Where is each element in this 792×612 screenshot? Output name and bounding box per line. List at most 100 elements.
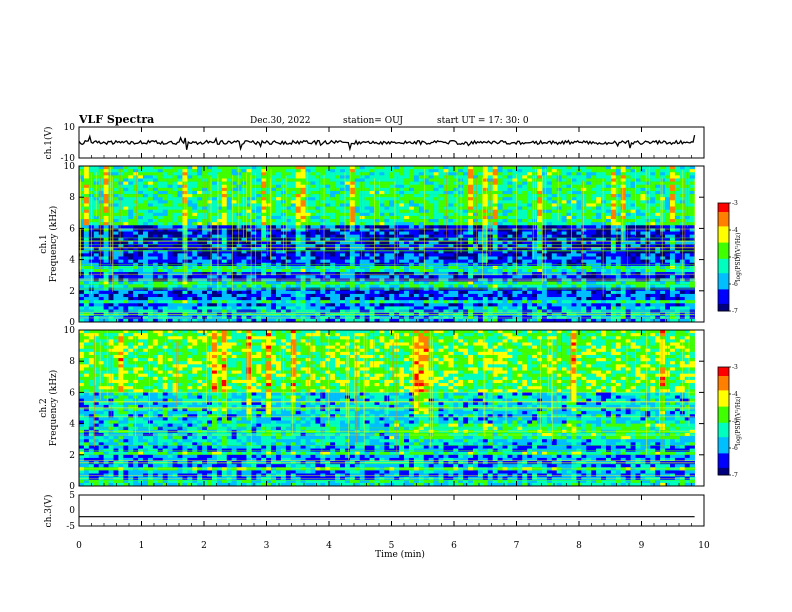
spectrogram-cell xyxy=(404,306,410,310)
spectrogram-cell xyxy=(428,275,434,279)
spectrogram-cell xyxy=(369,293,375,298)
spectrogram-cell xyxy=(512,203,518,207)
spectrogram-cell xyxy=(152,318,159,323)
spectrogram-cell xyxy=(349,253,356,257)
spectrogram-cell xyxy=(315,172,321,176)
spectrogram-cell xyxy=(443,194,449,198)
spectrogram-cell xyxy=(305,225,311,229)
spectrogram-cell xyxy=(512,297,518,301)
spectrogram-cell xyxy=(532,181,538,186)
spectrogram-cell xyxy=(266,253,272,257)
spectrogram-cell xyxy=(103,244,109,248)
spectrogram-cell xyxy=(340,234,346,239)
spectrogram-cell xyxy=(118,318,124,323)
spectrogram-cell xyxy=(187,247,193,251)
spectrogram-cell xyxy=(340,284,346,288)
spectrogram-cell xyxy=(231,300,237,304)
spectrogram-cell xyxy=(88,293,95,298)
spectrogram-cell xyxy=(546,184,553,189)
spectrogram-cell xyxy=(463,244,469,248)
spectrogram-cell xyxy=(394,268,400,273)
spectrogram-cell xyxy=(93,234,99,239)
spectrogram-cell xyxy=(157,272,164,276)
spectrogram-cell xyxy=(492,297,498,301)
spectrogram-cell xyxy=(320,228,326,232)
spectrogram-cell xyxy=(113,244,119,248)
spectrogram-cell xyxy=(300,297,306,301)
spectrogram-cell xyxy=(335,237,341,242)
spectrogram-cell xyxy=(522,237,528,242)
spectrogram-cell xyxy=(123,200,129,204)
spectrogram-cell xyxy=(197,244,203,248)
spectrogram-cell xyxy=(133,175,139,179)
spectrogram-cell xyxy=(310,293,316,298)
spectrogram-cell xyxy=(295,244,301,248)
spectrogram-cell xyxy=(192,200,198,204)
spectrogram-cell xyxy=(349,318,356,323)
spectrogram-cell xyxy=(551,268,558,273)
spectrogram-cell xyxy=(197,206,203,210)
spectrogram-cell xyxy=(221,169,228,173)
spectrogram-cell xyxy=(325,166,331,170)
spectrogram-cell xyxy=(123,240,129,245)
spectrogram-cell xyxy=(246,222,252,226)
spectrogram-cell xyxy=(236,169,242,173)
spectrogram-cell xyxy=(418,247,425,251)
spectrogram-cell xyxy=(556,272,562,276)
spectrogram-cell xyxy=(172,184,178,189)
spectrogram-cell xyxy=(310,244,316,248)
spectrogram-cell xyxy=(404,175,410,179)
spectrogram-cell xyxy=(271,219,277,223)
spectrogram-cell xyxy=(207,250,213,254)
spectrogram-cell xyxy=(433,228,439,232)
spectrogram-cell xyxy=(266,234,272,239)
spectrogram-cell xyxy=(335,268,341,273)
spectrogram-cell xyxy=(354,231,361,235)
spectrogram-cell xyxy=(211,209,218,214)
spectrogram-cell xyxy=(177,231,183,235)
spectrogram-cell xyxy=(315,228,321,232)
spectrogram-cell xyxy=(428,187,434,192)
spectrogram-cell xyxy=(512,234,518,239)
spectrogram-cell xyxy=(438,225,444,229)
spectrogram-cell xyxy=(349,231,356,235)
spectrogram-cell xyxy=(413,244,420,248)
spectrogram-cell xyxy=(497,228,503,232)
spectrogram-cell xyxy=(546,240,553,245)
spectrogram-cell xyxy=(344,315,351,320)
spectrogram-cell xyxy=(507,206,513,210)
spectrogram-cell xyxy=(443,253,449,257)
spectrogram-cell xyxy=(349,178,356,182)
spectrogram-cell xyxy=(423,219,429,223)
spectrogram-cell xyxy=(438,297,444,301)
spectrogram-cell xyxy=(448,219,454,223)
spectrogram-cell xyxy=(108,256,114,260)
spectrogram-cell xyxy=(473,315,479,320)
spectrogram-cell xyxy=(138,250,144,254)
spectrogram-cell xyxy=(325,237,331,242)
spectrogram-cell xyxy=(497,209,503,214)
spectrogram-cell xyxy=(315,206,321,210)
spectrogram-cell xyxy=(143,222,149,226)
spectrogram-cell xyxy=(246,237,252,242)
spectrogram-cell xyxy=(98,318,104,323)
spectrogram-cell xyxy=(226,187,232,192)
spectrogram-cell xyxy=(162,290,168,295)
spectrogram-cell xyxy=(143,215,149,220)
spectrogram-cell xyxy=(349,228,356,232)
spectrogram-cell xyxy=(527,190,533,195)
spectrogram-cell xyxy=(79,190,85,195)
spectrogram-cell xyxy=(261,272,267,276)
spectrogram-cell xyxy=(453,187,459,192)
spectrogram-cell xyxy=(172,315,178,320)
spectrogram-cell xyxy=(399,315,405,320)
spectrogram-cell xyxy=(492,200,498,204)
spectrogram-cell xyxy=(310,190,316,195)
spectrogram-cell xyxy=(433,222,439,226)
spectrogram-cell xyxy=(266,187,272,192)
spectrogram-cell xyxy=(226,219,232,223)
spectrogram-cell xyxy=(108,268,114,273)
spectrogram-cell xyxy=(527,231,533,235)
spectrogram-cell xyxy=(143,259,149,264)
spectrogram-cell xyxy=(507,184,513,189)
